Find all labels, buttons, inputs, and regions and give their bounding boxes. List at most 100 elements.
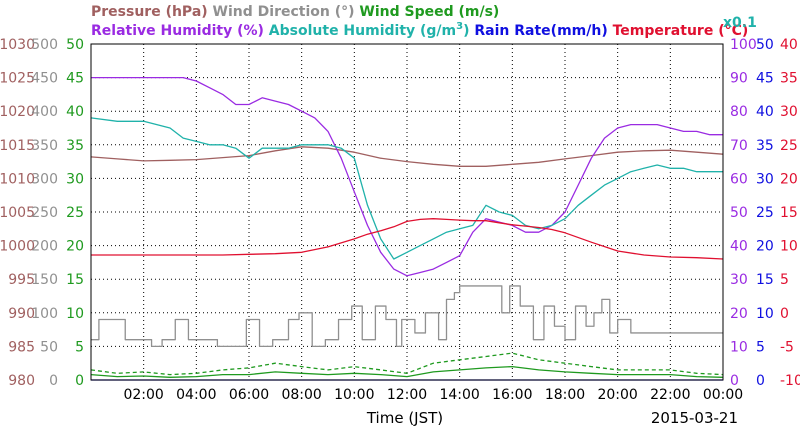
series-pressure — [90, 146, 724, 167]
x-tick-label: 22:00 — [650, 387, 690, 403]
title-row-2: Relative Humidity (%) Absolute Humidity … — [91, 21, 748, 39]
tick-wind-direction: 500 — [31, 37, 58, 53]
tick-wind-speed: 10 — [66, 306, 84, 322]
title-absolute-humidity-sup: 3 — [456, 21, 463, 32]
tick-wind-direction: 100 — [31, 306, 58, 322]
tick-wind-direction: 200 — [31, 239, 58, 255]
tick-pressure: 990 — [8, 306, 35, 322]
title-pressure: Pressure (hPa) — [91, 4, 208, 20]
title-temperature: Temperature — [613, 23, 719, 39]
x-tick-label: 00:00 — [703, 387, 743, 403]
tick-rain-rate: 10 — [756, 306, 774, 322]
series-temperature — [91, 218, 724, 260]
plot-frame — [90, 43, 724, 381]
tick-relative-humidity: 10 — [730, 339, 748, 355]
x-tick-label: 02:00 — [123, 387, 163, 403]
x-tick-label: 10:00 — [334, 387, 374, 403]
title-rain-rate: Rain Rate(mm/h) — [474, 23, 612, 39]
series-wind-direction — [91, 285, 723, 348]
tick-relative-humidity: 60 — [730, 171, 748, 187]
left-axes: 9809859909951000100510101015102010251030… — [0, 37, 84, 389]
tick-rain-rate: 5 — [756, 339, 765, 355]
tick-wind-direction: 50 — [40, 339, 58, 355]
tick-wind-speed: 20 — [66, 239, 84, 255]
tick-relative-humidity: 70 — [730, 138, 748, 154]
tick-rain-rate: 35 — [756, 138, 774, 154]
tick-pressure: 1010 — [0, 171, 35, 187]
tick-wind-direction: 450 — [31, 71, 58, 87]
x-tick-label: 20:00 — [597, 387, 637, 403]
x-axis-ticks: 02:00 04:00 06:00 08:00 10:00 12:00 14:00 16:00… — [123, 387, 743, 403]
tick-wind-direction: 0 — [49, 373, 58, 389]
chart-titles: Pressure (hPa) Wind Direction (°) Wind S… — [91, 4, 757, 39]
tick-rain-rate: 40 — [756, 104, 774, 120]
tick-pressure: 980 — [8, 373, 35, 389]
tick-temperature: 35 — [780, 71, 798, 87]
tick-temperature: 15 — [780, 205, 798, 221]
tick-wind-speed: 0 — [75, 373, 84, 389]
tick-rain-rate: 15 — [756, 272, 774, 288]
tick-wind-speed: 50 — [66, 37, 84, 53]
tick-wind-speed: 30 — [66, 171, 84, 187]
title-relative-humidity: Relative Humidity (%) — [91, 23, 269, 39]
tick-wind-direction: 150 — [31, 272, 58, 288]
tick-rain-rate: 50 — [756, 37, 774, 53]
tick-pressure: 995 — [8, 272, 35, 288]
tick-wind-direction: 300 — [31, 171, 58, 187]
tick-relative-humidity: 0 — [730, 373, 739, 389]
x-tick-label: 16:00 — [492, 387, 532, 403]
x-tick-label: 08:00 — [281, 387, 321, 403]
tick-relative-humidity: 90 — [730, 71, 748, 87]
tick-wind-speed: 15 — [66, 272, 84, 288]
tick-relative-humidity: 100 — [730, 37, 757, 53]
tick-pressure: 985 — [8, 339, 35, 355]
tick-rain-rate: 45 — [756, 71, 774, 87]
title-temperature-unit: (°C) — [718, 23, 748, 39]
title-absolute-humidity-end: ) — [463, 23, 474, 39]
tick-wind-speed: 5 — [75, 339, 84, 355]
tick-wind-speed: 40 — [66, 104, 84, 120]
tick-wind-direction: 400 — [31, 104, 58, 120]
tick-pressure: 1005 — [0, 205, 35, 221]
title-scale-note: x0.1 — [723, 15, 757, 31]
right-axes: 0102030405060708090100051015202530354045… — [730, 37, 800, 389]
tick-temperature: 20 — [780, 171, 798, 187]
title-row-1: Pressure (hPa) Wind Direction (°) Wind S… — [91, 4, 499, 20]
tick-temperature: 25 — [780, 138, 798, 154]
tick-pressure: 1000 — [0, 239, 35, 255]
series-relative-humidity — [91, 76, 723, 277]
tick-temperature: 30 — [780, 104, 798, 120]
tick-pressure: 1025 — [0, 71, 35, 87]
series-absolute-humidity — [90, 117, 723, 260]
tick-wind-direction: 350 — [31, 138, 58, 154]
series-wind-speed — [90, 352, 724, 376]
tick-rain-rate: 20 — [756, 239, 774, 255]
tick-relative-humidity: 80 — [730, 104, 748, 120]
tick-relative-humidity: 40 — [730, 239, 748, 255]
series-wind-speed — [90, 365, 724, 378]
tick-temperature: 40 — [780, 37, 798, 53]
tick-temperature: 0 — [780, 306, 789, 322]
tick-rain-rate: 0 — [756, 373, 765, 389]
tick-pressure: 1015 — [0, 138, 35, 154]
tick-wind-speed: 25 — [66, 205, 84, 221]
tick-rain-rate: 25 — [756, 205, 774, 221]
date-label: 2015-03-21 — [651, 409, 738, 427]
tick-relative-humidity: 50 — [730, 205, 748, 221]
title-wind-speed: Wind Speed (m/s) — [355, 4, 500, 20]
grid-lines — [91, 44, 723, 380]
x-tick-label: 18:00 — [545, 387, 585, 403]
title-wind-direction: Wind Direction (°) — [208, 4, 355, 20]
x-axis-label: Time (JST) — [366, 409, 443, 427]
x-tick-label: 04:00 — [176, 387, 216, 403]
tick-relative-humidity: 30 — [730, 272, 748, 288]
tick-wind-speed: 45 — [66, 71, 84, 87]
tick-pressure: 1030 — [0, 37, 35, 53]
tick-temperature: -5 — [780, 339, 794, 355]
tick-pressure: 1020 — [0, 104, 35, 120]
tick-temperature: 5 — [780, 272, 789, 288]
tick-wind-direction: 250 — [31, 205, 58, 221]
x-tick-label: 06:00 — [229, 387, 269, 403]
tick-rain-rate: 30 — [756, 171, 774, 187]
